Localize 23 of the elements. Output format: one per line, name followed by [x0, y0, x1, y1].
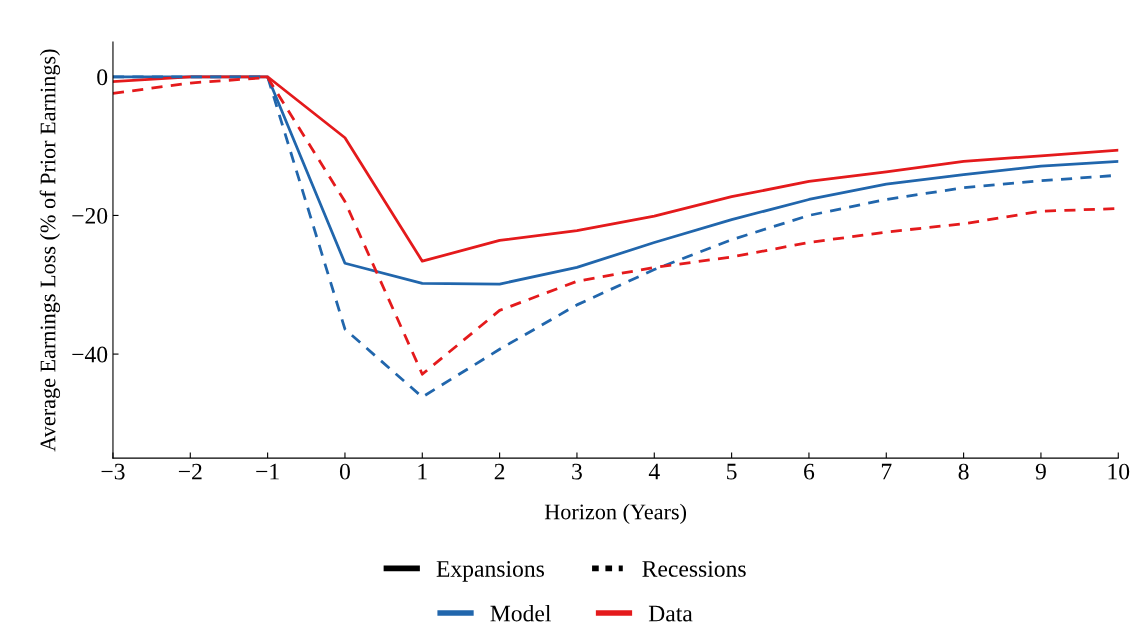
- x-tick-label: 0: [339, 463, 350, 480]
- x-tick-label: 7: [881, 463, 892, 480]
- x-tick-label: 8: [958, 463, 969, 480]
- x-tick-label: 5: [727, 463, 737, 480]
- legend-label: Model: [490, 604, 551, 622]
- x-tick-label: −2: [178, 463, 202, 480]
- x-tick-label: 9: [1035, 463, 1046, 480]
- text: Recessions: [642, 561, 746, 577]
- x-tick-label: 1: [418, 463, 427, 480]
- x-tick-label: 3: [572, 463, 582, 480]
- y-tick-label: 0: [97, 69, 108, 86]
- x-tick-label: 6: [804, 463, 815, 480]
- y-tick-label: −20: [72, 207, 108, 224]
- x-tick-label: 10: [1108, 463, 1130, 480]
- x-tick-label: 4: [648, 463, 660, 480]
- x-axis-title: Horizon (Years): [544, 503, 687, 524]
- y-axis-title: Average Earnings Loss (% of Prior Earnings): [39, 49, 61, 452]
- x-tick-label: −3: [101, 463, 125, 480]
- x-tick-label: −1: [256, 463, 279, 480]
- text: Expansions: [436, 561, 544, 582]
- legend-label: Data: [648, 605, 693, 622]
- y-tick-label: −40: [72, 346, 108, 363]
- x-tick-label: 2: [494, 463, 505, 480]
